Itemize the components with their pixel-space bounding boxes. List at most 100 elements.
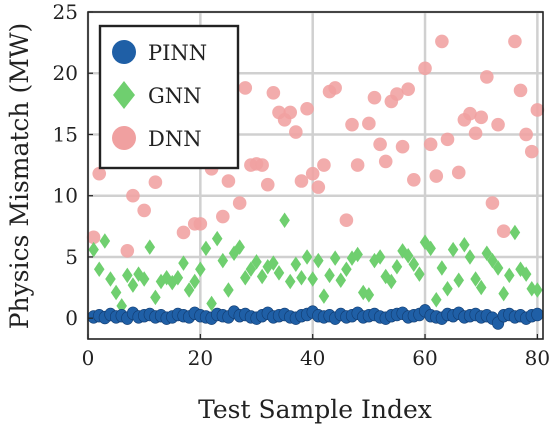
- data-point-dnn: [92, 166, 107, 181]
- x-tick-label: 60: [412, 346, 437, 370]
- data-point-dnn: [350, 158, 365, 172]
- data-point-gnn: [492, 260, 504, 276]
- data-point-gnn: [251, 254, 262, 270]
- data-point-gnn: [442, 281, 453, 297]
- data-point-dnn: [468, 126, 483, 141]
- data-point-gnn: [122, 267, 133, 284]
- data-point-gnn: [183, 282, 195, 298]
- data-point-dnn: [401, 82, 415, 96]
- data-point-dnn: [216, 209, 230, 224]
- legend-label-gnn: GNN: [148, 84, 202, 108]
- data-point-gnn: [498, 285, 509, 302]
- data-point-dnn: [378, 154, 393, 169]
- data-point-gnn: [532, 282, 543, 298]
- data-point-gnn: [245, 261, 257, 277]
- legend-label-dnn: DNN: [148, 127, 202, 151]
- data-point-gnn: [256, 268, 268, 285]
- plot-frame: [87, 11, 544, 340]
- series-gnn: [88, 212, 543, 314]
- data-point-dnn: [294, 174, 309, 188]
- data-point-dnn: [480, 70, 494, 84]
- data-point-dnn: [176, 225, 191, 240]
- data-point-dnn: [260, 177, 275, 192]
- data-point-gnn: [273, 265, 285, 281]
- data-point-dnn: [221, 174, 236, 188]
- data-point-dnn: [317, 158, 331, 172]
- data-point-gnn: [481, 245, 493, 262]
- data-point-gnn: [172, 270, 184, 286]
- data-point-gnn: [279, 212, 290, 228]
- data-point-dnn: [407, 172, 421, 187]
- data-point-gnn: [144, 239, 156, 255]
- x-axis-label: Test Sample Index: [198, 395, 432, 424]
- data-point-gnn: [374, 249, 386, 265]
- data-point-gnn: [447, 241, 459, 258]
- data-point-dnn: [305, 166, 320, 181]
- data-point-dnn: [266, 86, 281, 100]
- data-point-gnn: [318, 288, 330, 304]
- data-point-dnn: [390, 87, 404, 101]
- x-tick-label: 0: [82, 346, 95, 370]
- data-point-gnn: [475, 279, 487, 296]
- data-point-dnn: [474, 110, 489, 125]
- data-point-gnn: [195, 261, 206, 277]
- data-marks: [86, 34, 545, 330]
- data-point-gnn: [520, 266, 532, 282]
- data-point-gnn: [178, 255, 189, 271]
- data-point-dnn: [418, 61, 432, 76]
- tick-labels: 0 20 40 60 80 0 5 10 15 20 25: [53, 0, 550, 370]
- data-point-gnn: [504, 267, 515, 284]
- x-tick-label: 40: [300, 346, 325, 370]
- data-point-gnn: [234, 239, 245, 255]
- y-axis-label: Physics Mismatch (MW): [5, 23, 34, 330]
- data-point-gnn: [268, 255, 279, 271]
- y-tick-label: 20: [53, 61, 78, 85]
- data-point-gnn: [408, 256, 420, 273]
- data-point-gnn: [189, 273, 200, 290]
- data-point-gnn: [324, 267, 335, 284]
- data-point-dnn: [238, 81, 253, 95]
- data-point-dnn: [485, 196, 500, 210]
- data-point-gnn: [296, 270, 307, 286]
- data-point-gnn: [464, 249, 476, 265]
- data-point-dnn: [451, 165, 466, 180]
- data-point-gnn: [391, 258, 403, 275]
- data-point-gnn: [459, 236, 470, 253]
- data-point-gnn: [127, 277, 139, 293]
- data-point-gnn: [99, 233, 111, 249]
- data-point-dnn: [126, 188, 140, 203]
- data-point-gnn: [223, 282, 234, 298]
- data-point-dnn: [300, 101, 314, 116]
- data-point-gnn: [402, 247, 414, 264]
- series-pinn: [87, 304, 544, 330]
- data-point-gnn: [414, 266, 425, 282]
- data-point-dnn: [86, 230, 101, 245]
- data-point-gnn: [290, 256, 302, 273]
- data-point-dnn: [255, 158, 269, 172]
- data-point-gnn: [150, 289, 161, 306]
- data-point-gnn: [470, 271, 481, 287]
- data-point-dnn: [519, 127, 533, 142]
- data-point-gnn: [307, 271, 318, 287]
- data-point-gnn: [206, 295, 217, 312]
- data-point-dnn: [373, 137, 387, 152]
- data-point-dnn: [362, 116, 376, 131]
- data-point-dnn: [120, 244, 135, 258]
- data-point-dnn: [345, 117, 359, 132]
- data-point-gnn: [313, 252, 324, 269]
- data-point-gnn: [105, 271, 116, 287]
- data-point-dnn: [367, 90, 382, 105]
- data-point-gnn: [161, 270, 172, 286]
- data-point-gnn: [284, 273, 296, 290]
- legend-marker-dnn: [112, 126, 136, 150]
- data-point-gnn: [155, 273, 167, 290]
- data-point-gnn: [341, 261, 352, 277]
- legend-marker-gnn: [113, 81, 135, 109]
- data-point-dnn: [148, 175, 163, 190]
- data-point-dnn: [311, 180, 326, 194]
- data-point-pinn: [531, 307, 544, 322]
- series-dnn: [86, 34, 545, 258]
- data-point-gnn: [352, 246, 363, 263]
- data-point-dnn: [463, 106, 477, 121]
